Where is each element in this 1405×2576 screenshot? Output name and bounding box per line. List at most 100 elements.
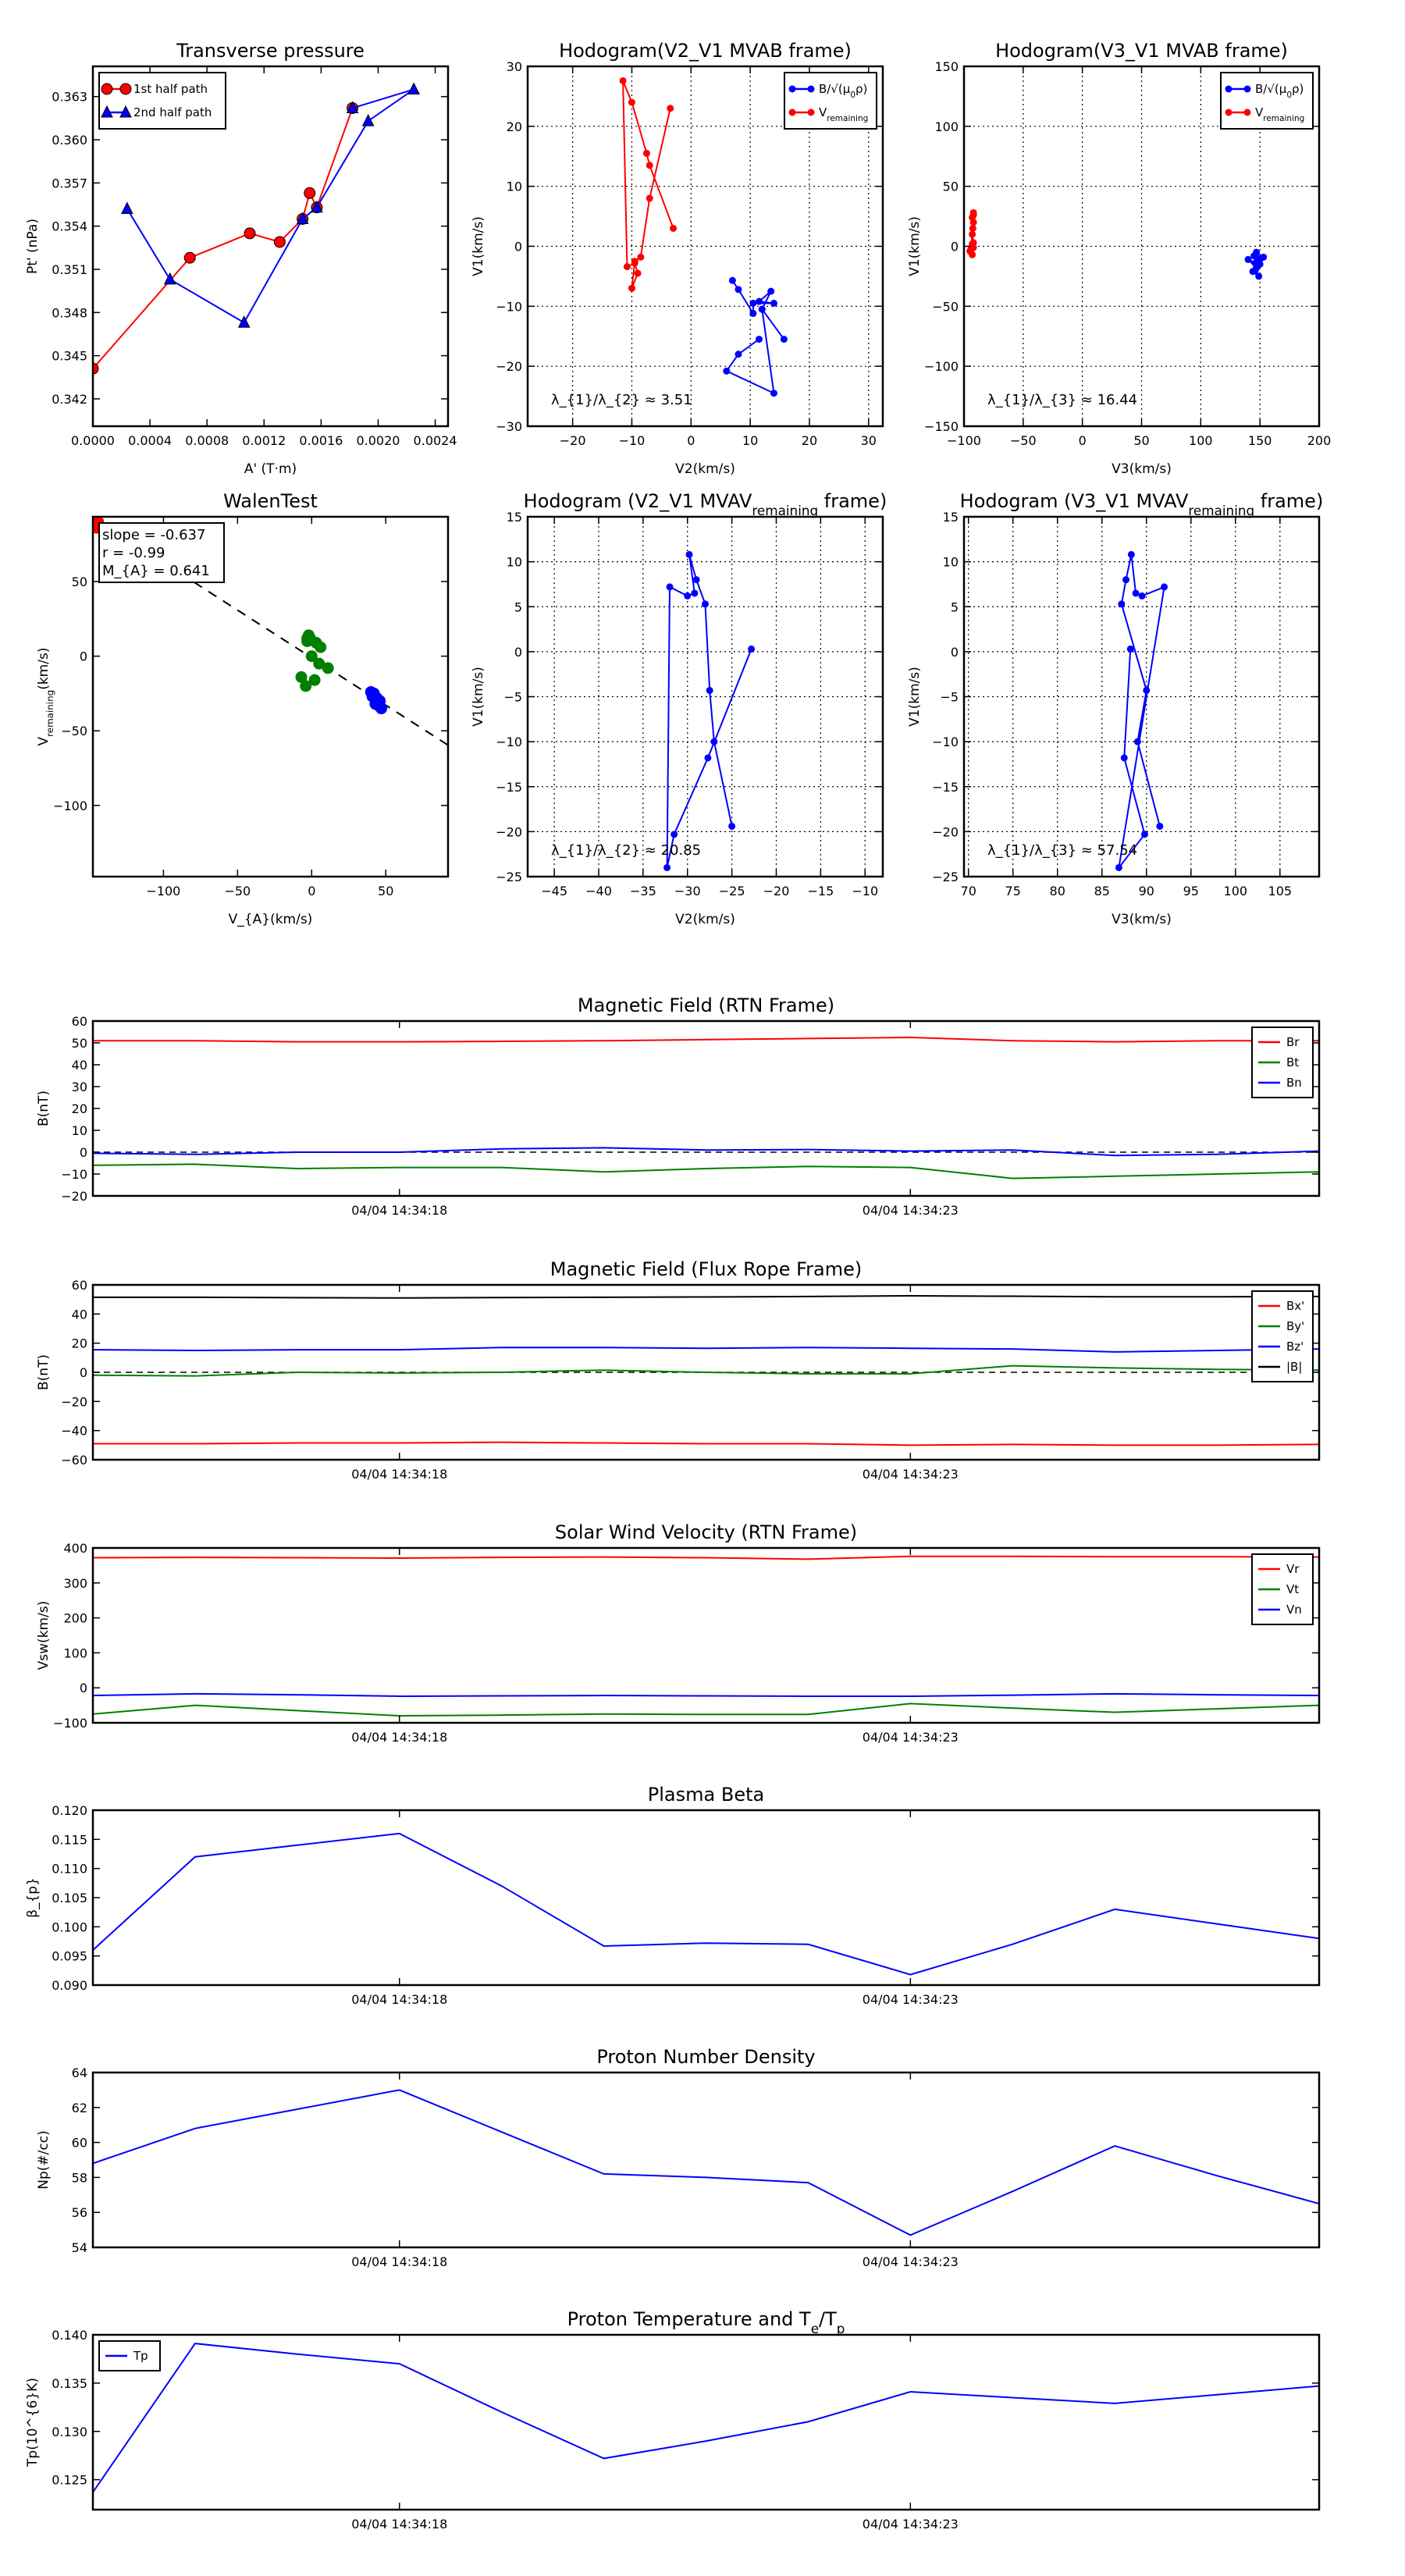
- series-beta: [93, 1832, 1319, 1976]
- chart-hodogram-v3-v1-mvab: −100 −50 0 50 100 150 200−150−100−50050100150H…: [907, 40, 1331, 477]
- x-tick-label: 04/04 14:34:23: [863, 1203, 959, 1218]
- eigenvalue-ratio: λ_{1}/λ_{2} ≈ 3.51: [551, 392, 692, 408]
- x-tick-label: −25: [719, 884, 745, 898]
- series-blue: [365, 685, 388, 715]
- x-tick-label: −100: [146, 884, 180, 898]
- chart-title: Hodogram(V2_V1 MVAB frame): [559, 40, 852, 62]
- data-point: [1133, 738, 1141, 745]
- data-point: [300, 680, 312, 692]
- plot-area: [528, 517, 883, 877]
- subscript: remaining: [44, 690, 55, 737]
- y-tick-label: −40: [61, 1424, 87, 1439]
- y-tick-label: −20: [61, 1189, 87, 1204]
- data-point: [163, 272, 176, 285]
- y-tick-label: −20: [61, 1394, 87, 1409]
- y-tick-label: 0.130: [52, 2425, 87, 2439]
- legend-label: By': [1286, 1319, 1304, 1333]
- data-point: [969, 224, 976, 232]
- data-point: [969, 219, 977, 226]
- data-point: [93, 362, 99, 375]
- data-point: [706, 686, 713, 694]
- series-v: [663, 550, 756, 871]
- y-axis-label: Tp(10^{6}K): [25, 2378, 41, 2467]
- chart-proton-number-density: 04/04 14:34:18 04/04 14:34:23 54 56 58 60 62 64…: [36, 2046, 1321, 2269]
- series-bt: [93, 1163, 1319, 1179]
- data-point: [767, 287, 775, 295]
- x-tick-label: 100: [1224, 884, 1248, 898]
- series-line: [93, 1441, 1319, 1446]
- y-tick-label: 0.095: [52, 1949, 87, 1964]
- series-line: [93, 2343, 1319, 2493]
- legend-item: Bz': [1258, 1340, 1304, 1354]
- text-part: Hodogram (V3_V1 MVAV: [960, 490, 1189, 512]
- x-tick-label: −40: [585, 884, 612, 898]
- legend-frame: [98, 72, 226, 130]
- y-tick-label: 20: [72, 1101, 87, 1116]
- legend-label: B/√(μ0​ρ): [1255, 82, 1304, 100]
- y-tick-label: −150: [924, 419, 959, 434]
- y-tick-label: 0.357: [52, 176, 87, 190]
- y-tick-label: 10: [72, 1123, 87, 1138]
- data-point: [969, 212, 977, 219]
- data-point: [670, 224, 678, 232]
- series-line: [93, 1147, 1319, 1157]
- legend-label: Bt: [1286, 1055, 1299, 1069]
- data-point: [642, 149, 650, 157]
- chart-title: Hodogram(V3_V1 MVAB frame): [995, 40, 1288, 62]
- y-tick-label: 58: [72, 2170, 87, 2185]
- data-point: [322, 662, 334, 674]
- data-point: [407, 82, 420, 95]
- y-tick-label: 20: [72, 1336, 87, 1351]
- data-point: [702, 600, 709, 608]
- y-tick-label: −20: [496, 824, 522, 839]
- series-v: [1115, 550, 1168, 871]
- x-tick-label: 50: [1133, 433, 1149, 448]
- data-point: [756, 336, 763, 343]
- data-point: [646, 194, 653, 202]
- data-point: [1122, 576, 1130, 584]
- legend-item: By': [1258, 1319, 1304, 1333]
- data-point: [748, 645, 756, 653]
- data-point: [304, 187, 316, 199]
- plot-content: [93, 517, 448, 746]
- y-tick-label: 0.110: [52, 1862, 87, 1877]
- chart-plasma-beta: 04/04 14:34:18 04/04 14:34:23 0.090 0.095 0.…: [25, 1784, 1321, 2007]
- text-part: ρ): [1292, 82, 1304, 96]
- series-bn: [93, 1147, 1319, 1157]
- y-tick-label: −5: [940, 690, 959, 705]
- legend-marker: [1225, 85, 1232, 93]
- plot-content: [93, 82, 420, 375]
- data-point: [969, 240, 976, 247]
- x-tick-label: 04/04 14:34:18: [351, 2517, 447, 2532]
- legend-item: Bx': [1258, 1299, 1304, 1313]
- legend-item: Bt: [1258, 1055, 1299, 1069]
- y-tick-label: 0.120: [52, 1803, 87, 1818]
- data-point: [368, 687, 380, 699]
- axes-frame: [91, 1546, 1321, 1724]
- y-tick-label: 0.345: [52, 349, 87, 364]
- legend-marker: [1243, 109, 1251, 116]
- text-part: V: [819, 105, 827, 119]
- data-point: [619, 76, 627, 84]
- y-axis-label: β_{p}: [25, 1877, 41, 1918]
- data-point: [308, 674, 321, 686]
- data-point: [692, 576, 700, 584]
- series-b-0-: [1244, 248, 1268, 280]
- x-tick-label: 105: [1268, 884, 1293, 898]
- series--b-: [93, 1294, 1319, 1299]
- text-part: B/√(μ: [1255, 82, 1287, 96]
- legend-marker: [101, 83, 113, 95]
- y-axis-label: Vremaining​(km/s): [36, 648, 55, 746]
- x-tick-label: 04/04 14:34:18: [351, 1730, 447, 1745]
- data-point: [637, 253, 645, 261]
- subscript: p: [837, 2321, 845, 2336]
- y-tick-label: 0.140: [52, 2328, 87, 2343]
- series-v-remaining-: [966, 208, 977, 258]
- data-point: [704, 754, 712, 762]
- chart-title: Proton Number Density: [596, 2046, 815, 2068]
- plot-content: [663, 550, 756, 871]
- x-tick-label: 0.0016: [299, 433, 343, 448]
- series-tp: [93, 2343, 1319, 2493]
- axes-frame: [91, 2071, 1321, 2249]
